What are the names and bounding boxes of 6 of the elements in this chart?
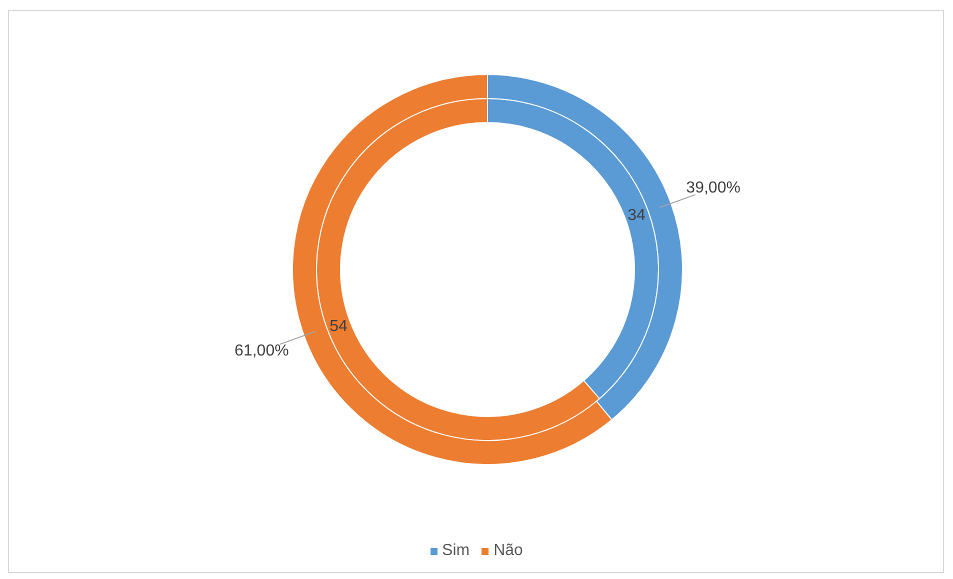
legend-label: Sim xyxy=(442,542,470,560)
data-label: 61,00% xyxy=(234,342,289,360)
data-label: 39,00% xyxy=(686,180,740,197)
legend-label: Não xyxy=(494,542,523,560)
data-label: 34 xyxy=(628,206,646,224)
data-label: 54 xyxy=(330,318,348,336)
